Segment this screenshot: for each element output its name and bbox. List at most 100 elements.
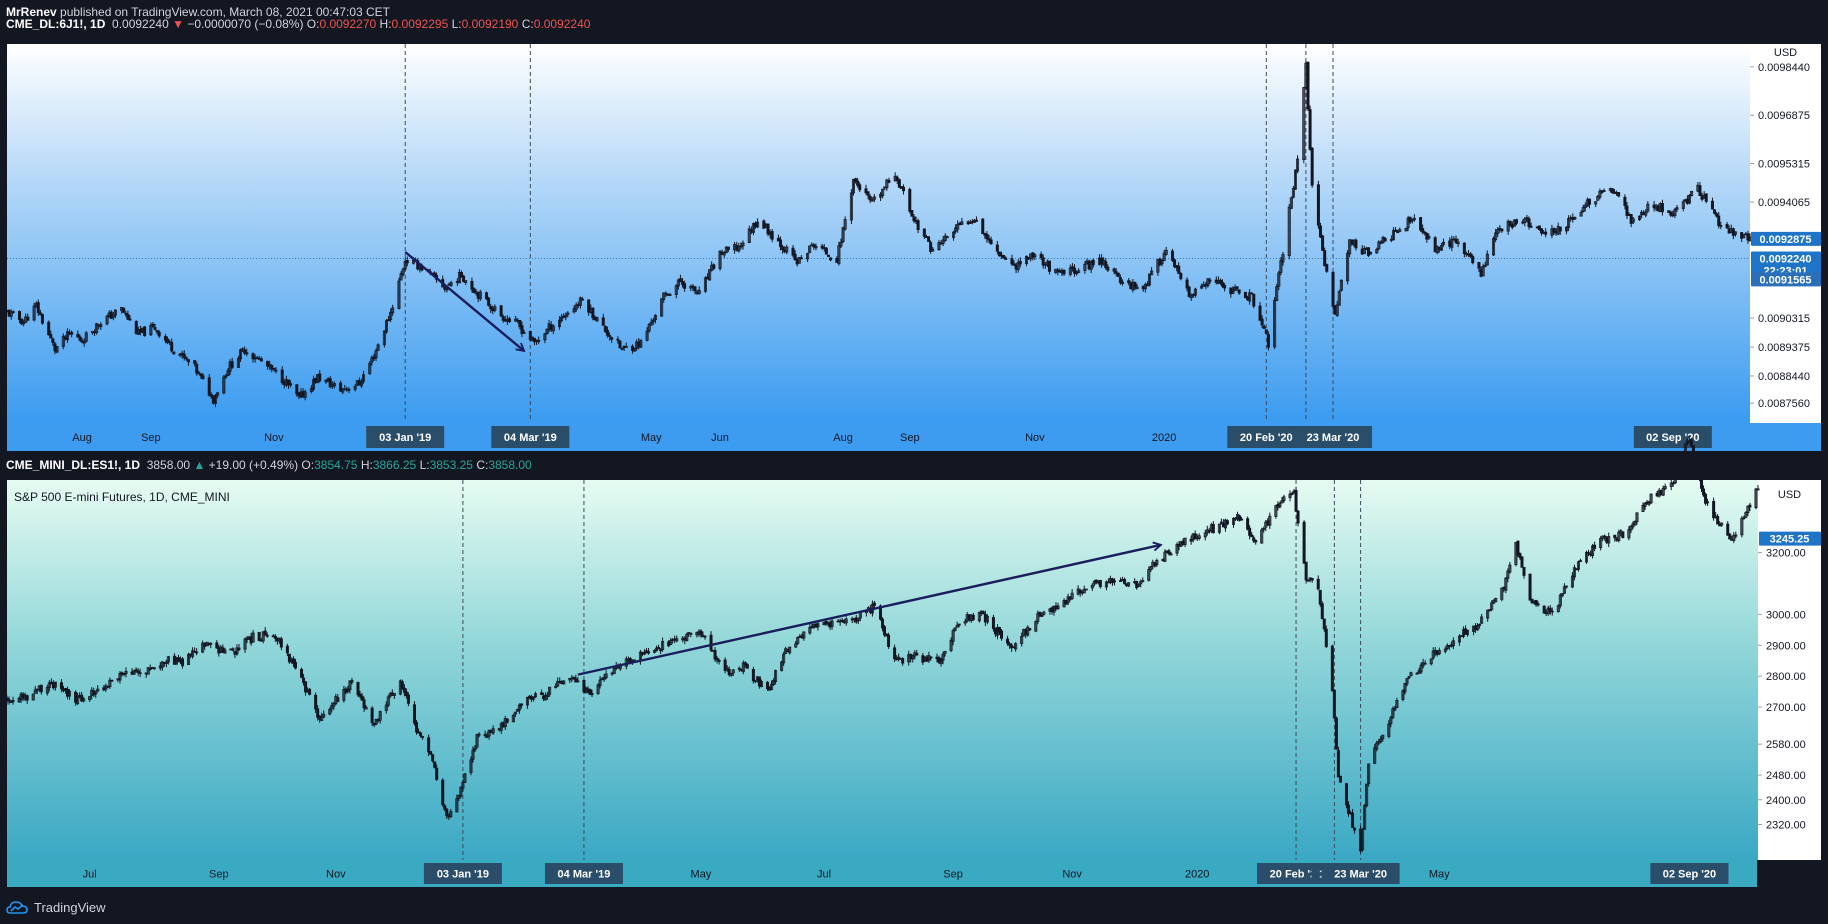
trend-arrow[interactable] (404, 251, 524, 351)
candle-body (1282, 496, 1286, 501)
candle-body (1591, 545, 1595, 557)
author-name[interactable]: MrRenev (6, 5, 57, 19)
candle-body (405, 260, 409, 264)
candle-body (1306, 61, 1310, 110)
trend-arrow[interactable] (577, 545, 1161, 676)
candle-body (941, 239, 945, 244)
candle-body (1621, 531, 1625, 538)
candle-body (358, 693, 362, 697)
candle-body (257, 631, 261, 641)
candle-body (314, 694, 318, 710)
candle-body (32, 305, 36, 321)
candle-body (1052, 605, 1056, 613)
candle-body (564, 314, 568, 318)
candle-body (51, 338, 55, 343)
tradingview-logo[interactable]: TradingView (6, 897, 106, 917)
candle-body (1339, 279, 1343, 291)
candle-body (1320, 603, 1324, 620)
candle-body (1318, 589, 1322, 605)
candle-body (683, 283, 687, 289)
candle-body (146, 667, 150, 675)
y-tick-label: 2320.00 (1766, 819, 1806, 831)
candle-body (1450, 238, 1454, 248)
candle-body (1177, 265, 1181, 274)
candle-body (1104, 581, 1108, 588)
candle-body (441, 779, 445, 806)
candle-body (1008, 643, 1012, 646)
candle-body (1278, 503, 1282, 508)
candle-body (604, 673, 608, 679)
candle-body (1598, 190, 1602, 198)
y-tick-label: 3200.00 (1766, 548, 1806, 560)
candle-body (1047, 260, 1051, 272)
candle-body (1084, 588, 1088, 591)
candle-body (929, 242, 933, 252)
bottom-low: 3853.25 (429, 458, 473, 472)
candle-body (820, 245, 824, 249)
x-tick-label: 2020 (1185, 869, 1209, 881)
candle-body (1346, 804, 1350, 815)
candle-body (1698, 185, 1702, 197)
candle-body (1733, 231, 1737, 235)
candle-body (534, 693, 538, 698)
candle-body (1415, 672, 1419, 675)
candle-body (47, 321, 51, 336)
candle-body (224, 375, 228, 378)
candle-body (1667, 210, 1671, 213)
candle-body (462, 275, 466, 283)
candle-body (1237, 289, 1241, 294)
candle-body (483, 734, 487, 736)
candle-body (1323, 250, 1327, 267)
candle-body (427, 737, 431, 753)
x-tick-label: Aug (72, 432, 92, 444)
top-symbol[interactable]: CME_DL:6J1!, 1D (6, 17, 106, 31)
candle-body (689, 632, 693, 635)
y-tick-label: 0.0094065 (1758, 197, 1810, 209)
candle-body (172, 351, 176, 355)
candle-body (1673, 469, 1677, 484)
bottom-chart[interactable]: 3200.00 3000.00 2900.00 2800.00 2700.00 2580.… (5, 435, 1821, 884)
currency-label[interactable]: USD (1774, 47, 1797, 59)
candle-body (1056, 605, 1060, 610)
candle-body (1139, 581, 1143, 585)
candle-body (1725, 223, 1729, 229)
candle-body (645, 330, 649, 341)
candle-body (291, 658, 295, 664)
candle-body (931, 248, 935, 252)
candle-body (1325, 264, 1329, 272)
candle-body (897, 179, 901, 188)
candle-body (1206, 278, 1210, 287)
candle-body (814, 245, 818, 249)
x-tick-label: Nov (1062, 869, 1082, 881)
candle-body (1734, 534, 1738, 537)
candle-body (856, 180, 860, 186)
candle-body (766, 681, 770, 690)
candle-body (1516, 540, 1520, 556)
bottom-symbol[interactable]: CME_MINI_DL:ES1!, 1D (6, 458, 141, 472)
candle-body (747, 228, 751, 243)
candle-body (105, 315, 109, 325)
candle-body (558, 319, 562, 328)
candle-body (1156, 259, 1160, 273)
candle-body (1164, 249, 1168, 255)
candle-body (1746, 505, 1750, 514)
top-chart[interactable]: 0.0098440 0.0096875 0.0095315 0.0094065 0.00… (5, 44, 1821, 448)
candle-body (1277, 272, 1281, 287)
candle-body (59, 682, 63, 690)
brand-name: TradingView (34, 899, 106, 915)
candle-body (1348, 239, 1352, 255)
candle-body (797, 257, 801, 264)
candle-body (1304, 561, 1308, 581)
currency-label[interactable]: USD (1778, 489, 1801, 501)
candle-body (1040, 615, 1044, 617)
candle-body (858, 184, 862, 191)
candle-body (1492, 238, 1496, 256)
candle-body (80, 340, 84, 343)
candle-body (470, 280, 474, 290)
candle-body (1393, 707, 1397, 711)
candle-body (554, 686, 558, 688)
candle-body (384, 704, 388, 711)
candle-body (856, 618, 860, 622)
x-tick-highlight (491, 426, 570, 448)
